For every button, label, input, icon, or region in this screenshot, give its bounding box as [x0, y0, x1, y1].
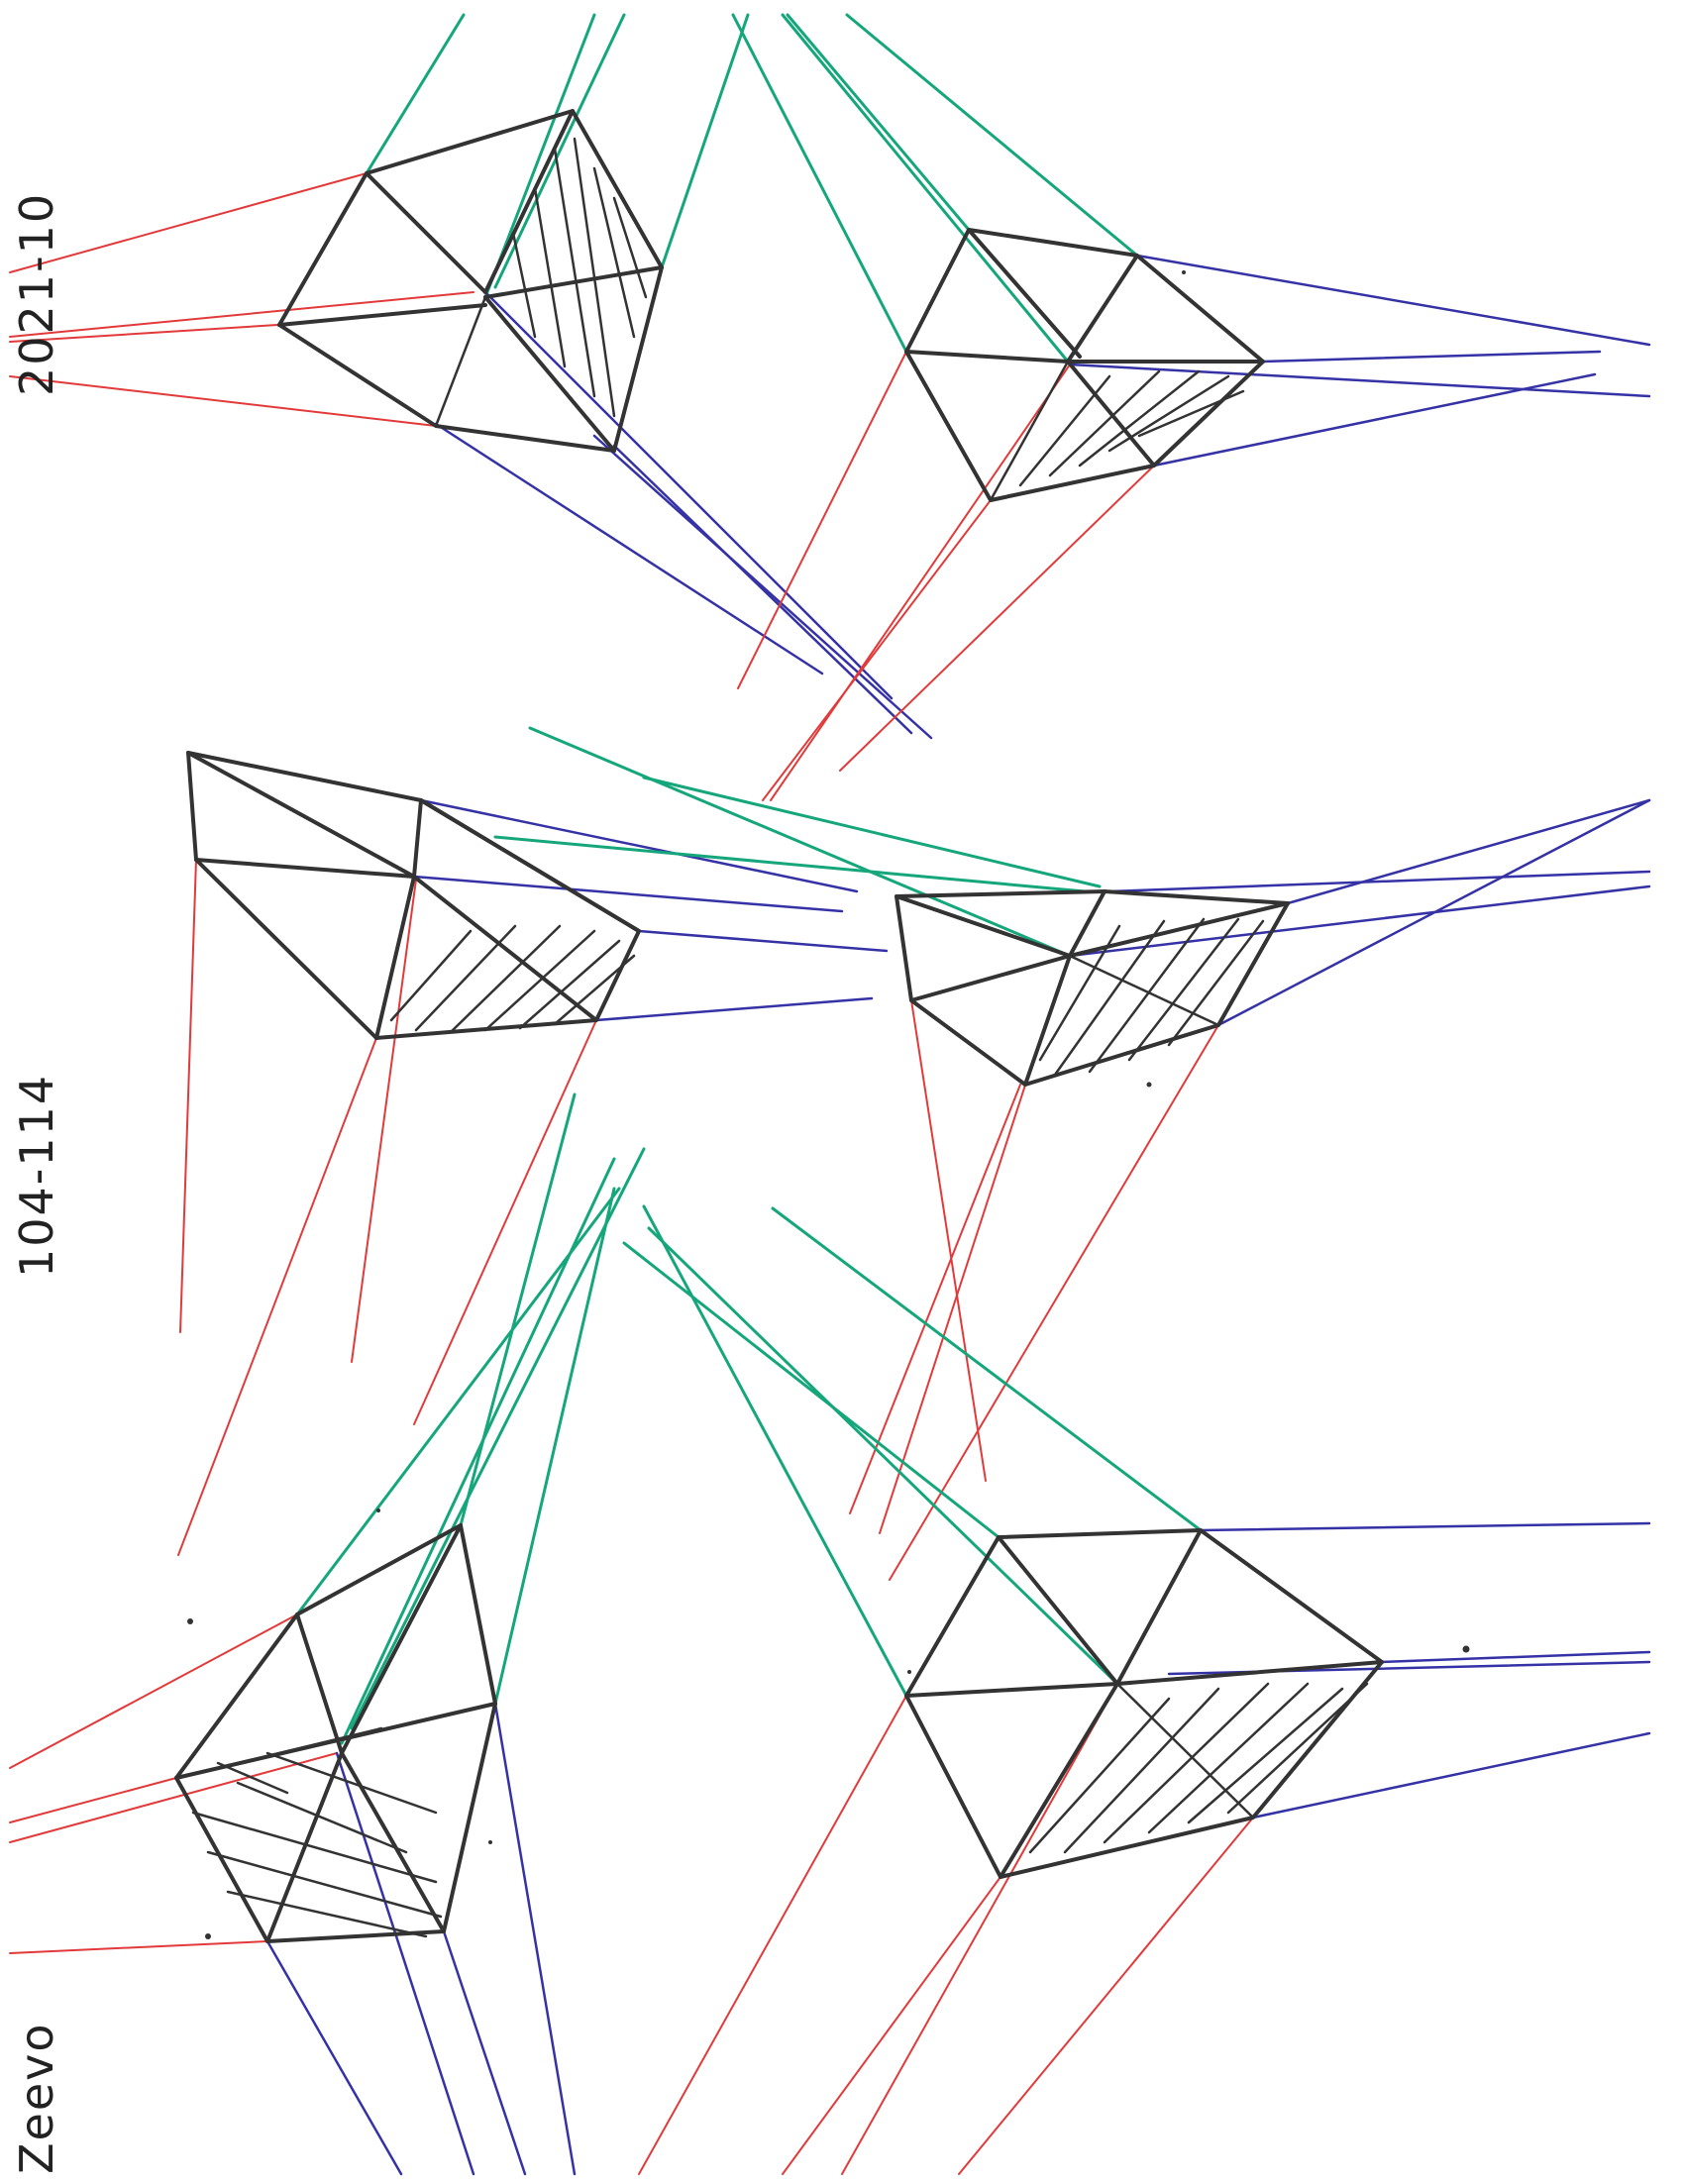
box-4-blue-lines	[1068, 798, 1651, 1027]
box-3-hatching	[389, 924, 636, 1034]
box-2	[731, 13, 1651, 801]
box-2-hatching	[1018, 369, 1245, 487]
box-6	[622, 1204, 1651, 2175]
construction-dots	[187, 270, 1470, 1939]
box-6-green-lines	[622, 1204, 1203, 1698]
box-2-green-lines	[731, 13, 1139, 364]
box-6-edges	[904, 1528, 1384, 1879]
box-3-red-lines	[177, 859, 597, 1556]
box-4-hatching	[1038, 917, 1265, 1077]
box-4	[493, 726, 1651, 1581]
date-label: 2021-10	[10, 191, 63, 396]
box-5	[9, 1092, 646, 2176]
box-6-red-lines	[638, 1683, 1254, 2175]
box-1-edges	[277, 109, 664, 453]
box-2-edges	[904, 228, 1265, 502]
box-1-blue-lines	[434, 280, 933, 740]
box-5-green-lines	[295, 1092, 646, 1745]
box-6-hatching	[1028, 1682, 1369, 1854]
box-1	[9, 13, 933, 740]
author-signature: Zeevo	[10, 2022, 63, 2174]
box-1-hatching	[511, 137, 648, 418]
box-2-blue-lines	[1068, 254, 1651, 468]
box-5-edges	[174, 1523, 497, 1943]
box-3-blue-lines	[412, 798, 889, 1022]
box-5-hatching	[191, 1751, 443, 1938]
box-6-blue-lines	[1167, 1521, 1651, 1820]
box-5-red-lines	[9, 1613, 338, 1954]
box-3	[177, 751, 889, 1556]
box-4-edges	[895, 889, 1290, 1087]
exercise-range-label: 104-114	[10, 1073, 63, 1278]
box-3-edges	[186, 751, 641, 1040]
box-1-red-lines	[9, 172, 474, 427]
box-4-red-lines	[849, 999, 1219, 1581]
box-2-red-lines	[737, 351, 1155, 801]
box-5-blue-lines	[265, 1702, 577, 2176]
box-4-green-lines	[493, 726, 1102, 958]
